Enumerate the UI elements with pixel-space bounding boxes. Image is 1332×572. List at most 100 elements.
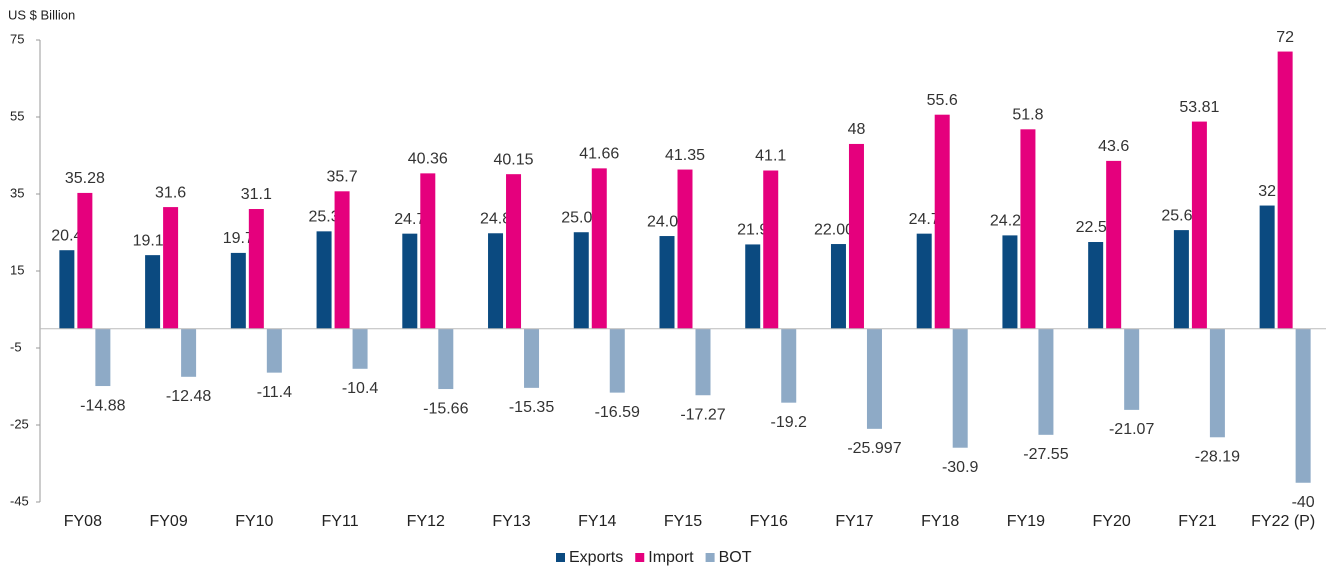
x-tick-label: FY14 [578,513,616,530]
data-label: 35.28 [65,170,105,187]
data-label: -28.19 [1195,449,1240,466]
data-label: -30.9 [942,459,979,476]
bar [1124,328,1140,410]
bar [916,233,932,329]
bar [145,255,161,329]
bar [402,233,418,329]
data-label: 19.12 [133,232,173,249]
y-tick-label: 15 [10,262,24,277]
data-label: 31.1 [241,186,272,203]
bar [506,174,522,329]
x-tick-label: FY22 (P) [1251,513,1315,530]
data-label: 32 [1258,183,1276,200]
data-label: 43.6 [1098,138,1129,155]
x-tick-label: FY08 [64,513,102,530]
data-label: -16.59 [595,404,640,421]
data-label: -12.48 [166,388,211,405]
x-tick-label: FY17 [835,513,873,530]
bar [266,328,282,373]
data-label: -11.4 [257,384,292,401]
data-label: 53.81 [1179,99,1219,116]
data-label: 41.66 [579,146,619,163]
bar [781,328,797,403]
y-tick-label: 35 [10,185,24,200]
data-label: 24.25 [990,213,1030,230]
x-tick-label: FY19 [1007,513,1045,530]
bar [952,328,968,448]
bar [1002,235,1018,329]
x-tick-label: FY18 [921,513,959,530]
data-label: -27.55 [1023,446,1068,463]
data-label: 55.6 [927,92,958,109]
data-label: 41.1 [755,148,786,165]
bar [609,328,625,393]
legend-label: Exports [569,549,623,566]
bar [59,250,75,329]
data-label: 35.7 [326,169,357,186]
bar [591,168,607,329]
bar [934,114,950,329]
y-tick-label: 75 [10,31,24,46]
data-label: 24.7 [394,211,425,228]
data-label: -15.66 [423,400,468,417]
legend-swatch [705,553,715,562]
data-label: -14.88 [80,397,125,414]
bar [1106,160,1122,329]
x-tick-label: FY10 [235,513,273,530]
legend-swatch [635,553,645,562]
bar [248,209,264,329]
legend-label: Import [648,549,694,566]
data-label: 25.3 [308,209,339,226]
bar [95,328,111,387]
x-tick-label: FY20 [1093,513,1131,530]
data-label: 19.7 [223,230,254,247]
y-tick-label: 55 [10,108,24,123]
legend-swatch [556,553,565,562]
bar [1173,230,1189,329]
data-label: 51.8 [1012,107,1043,124]
bar [438,328,454,390]
y-axis-label: US $ Billion [8,7,75,22]
data-label: -17.27 [680,406,725,423]
legend-label: BOT [719,549,752,566]
bar [181,328,197,377]
data-label: 20.4 [51,227,82,244]
bar [1191,121,1207,329]
data-label: 24.7 [909,211,940,228]
data-label: 48 [848,121,866,138]
bar [1277,51,1293,329]
bar [763,170,779,329]
bar [1020,129,1036,329]
bar [316,231,332,329]
data-label: 21.9 [737,222,768,239]
y-tick-label: -5 [10,339,22,354]
bar [77,192,93,329]
data-label: 24.08 [647,213,687,230]
data-label: 41.35 [665,147,705,164]
data-label: 22.53 [1076,219,1116,236]
bar [1295,328,1311,483]
data-label: -19.2 [770,414,807,431]
data-label: -25.997 [847,440,901,457]
data-label: 40.15 [494,151,534,168]
bar [745,244,761,329]
data-label: 40.36 [408,151,448,168]
bar [1088,242,1104,329]
bar [830,244,846,329]
data-label: -10.4 [342,380,379,397]
bar [659,236,675,329]
bar [488,233,504,329]
data-label: 25.62 [1161,207,1201,224]
x-tick-label: FY15 [664,513,702,530]
y-tick-label: -25 [10,416,29,431]
data-label: 72 [1276,29,1294,46]
x-tick-label: FY12 [407,513,445,530]
y-tick-label: -45 [10,493,29,508]
bar [230,252,246,329]
bar [163,207,179,329]
data-label: -21.07 [1109,421,1154,438]
bar [1038,328,1054,435]
bar [573,232,589,329]
bar [848,143,864,329]
data-label: 31.6 [155,184,186,201]
